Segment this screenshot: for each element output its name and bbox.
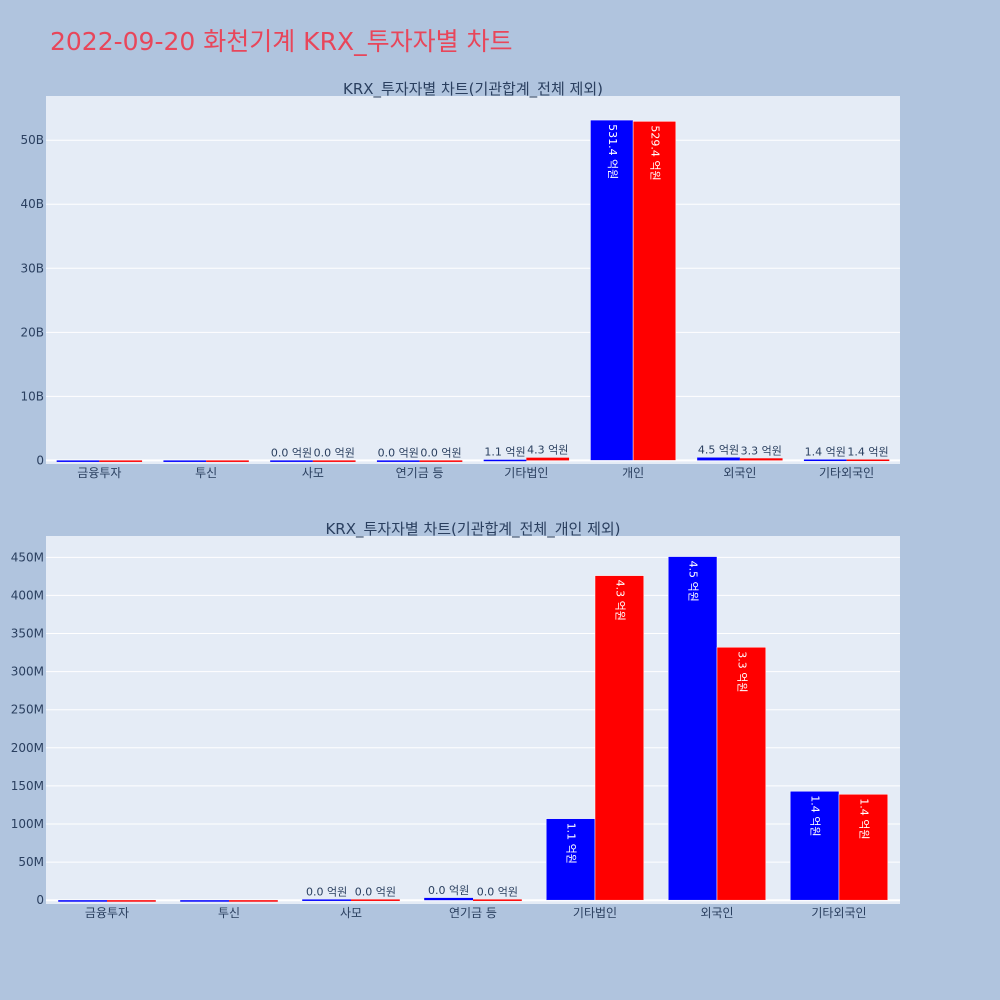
y-tick-label: 300M	[11, 665, 44, 679]
x-tick-label: 기타외국인	[811, 906, 866, 920]
bar	[667, 556, 718, 901]
y-tick-label: 0	[36, 893, 44, 907]
y-tick-label: 350M	[11, 627, 44, 641]
y-tick-label: 50M	[18, 855, 44, 869]
y-tick-label: 10B	[20, 389, 44, 403]
x-tick-label: 외국인	[700, 906, 733, 920]
bar-value-label: 4.3 억원	[613, 580, 626, 621]
y-tick-label: 200M	[11, 741, 44, 755]
bar	[58, 900, 107, 902]
x-tick-label: 기타외국인	[819, 466, 874, 480]
x-tick-label: 금융투자	[85, 906, 129, 920]
y-tick-label: 0	[36, 453, 44, 467]
bar	[376, 460, 420, 462]
bar	[424, 897, 473, 901]
x-tick-label: 투신	[195, 466, 217, 480]
chart-title: KRX_투자자별 차트(기관합계_전체 제외)	[343, 80, 603, 99]
bar	[526, 457, 570, 461]
bar	[716, 646, 767, 901]
bar	[846, 459, 890, 462]
bar	[302, 899, 351, 901]
bar-value-label: 3.3 억원	[741, 444, 782, 457]
x-tick-label: 금융투자	[77, 466, 121, 480]
bar	[632, 121, 677, 461]
x-tick-label: 기타법인	[504, 466, 548, 480]
bar-value-label: 1.1 억원	[484, 446, 525, 459]
bar	[739, 458, 783, 461]
bar-value-label: 0.0 억원	[306, 885, 347, 898]
y-tick-label: 100M	[11, 817, 44, 831]
y-tick-label: 250M	[11, 703, 44, 717]
bar	[697, 457, 740, 461]
x-tick-label: 개인	[622, 466, 644, 480]
x-tick-label: 연기금 등	[449, 906, 497, 920]
bar	[270, 460, 313, 462]
y-tick-label: 150M	[11, 779, 44, 793]
bar-value-label: 1.4 억원	[847, 446, 888, 459]
x-tick-label: 사모	[302, 466, 324, 480]
bar-value-label: 4.5 억원	[687, 561, 700, 602]
bar	[312, 460, 356, 462]
bar-value-label: 0.0 억원	[428, 884, 469, 897]
bar-value-label: 0.0 억원	[271, 446, 312, 459]
bar-value-label: 0.0 억원	[378, 446, 419, 459]
bar	[473, 899, 522, 901]
bar	[163, 460, 207, 462]
bar-value-label: 4.5 억원	[698, 444, 739, 457]
x-tick-label: 외국인	[723, 466, 756, 480]
page-title: 2022-09-20 화천기계 KRX_투자자별 차트	[50, 27, 513, 56]
bar-value-label: 4.3 억원	[527, 444, 568, 457]
plot-area	[46, 536, 900, 904]
bar-value-label: 1.4 억원	[805, 446, 846, 459]
x-tick-label: 사모	[340, 906, 362, 920]
bar-value-label: 0.0 억원	[314, 446, 355, 459]
bar	[594, 575, 645, 901]
y-tick-label: 400M	[11, 588, 44, 602]
bar-value-label: 0.0 억원	[355, 885, 396, 898]
bar-value-label: 531.4 억원	[606, 124, 619, 179]
bar-value-label: 1.4 억원	[809, 795, 822, 836]
y-tick-label: 50B	[20, 133, 44, 147]
chart-investor-excl-individual: KRX_투자자별 차트(기관합계_전체_개인 제외) 0 50M 100M 150M 20…	[11, 520, 900, 920]
plot-area	[46, 96, 900, 464]
bar	[351, 899, 400, 901]
bar	[56, 460, 100, 462]
bar	[99, 460, 143, 462]
bar-value-label: 529.4 억원	[648, 125, 661, 180]
chart-title: KRX_투자자별 차트(기관합계_전체_개인 제외)	[325, 520, 620, 539]
bar	[107, 900, 156, 902]
y-tick-label: 30B	[20, 261, 44, 275]
bar	[838, 794, 889, 901]
bar	[180, 900, 229, 902]
bar-value-label: 0.0 억원	[477, 885, 518, 898]
bar	[419, 460, 463, 462]
y-tick-label: 450M	[11, 550, 44, 564]
bar	[206, 460, 249, 462]
bar-value-label: 1.1 억원	[565, 823, 578, 864]
y-tick-label: 20B	[20, 325, 44, 339]
bar	[545, 818, 596, 901]
bar-value-label: 3.3 억원	[735, 651, 748, 692]
bar	[483, 459, 527, 462]
x-tick-label: 기타법인	[573, 906, 617, 920]
y-tick-label: 40B	[20, 197, 44, 211]
chart-investor-all: KRX_투자자별 차트(기관합계_전체 제외) 0 10B 20B 30B 40B 50B 금…	[20, 80, 900, 480]
bar	[229, 900, 278, 902]
bar	[789, 790, 840, 901]
bar	[803, 459, 847, 462]
x-tick-label: 투신	[218, 906, 240, 920]
x-tick-label: 연기금 등	[396, 466, 444, 480]
bar-value-label: 1.4 억원	[857, 798, 870, 839]
bar-value-label: 0.0 억원	[420, 446, 461, 459]
